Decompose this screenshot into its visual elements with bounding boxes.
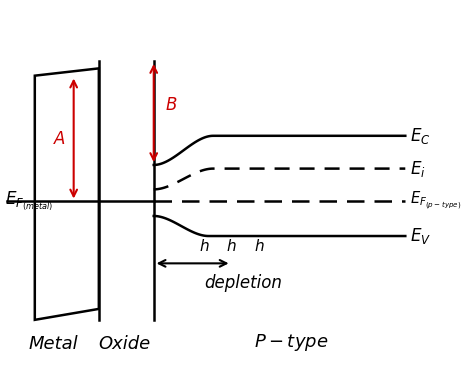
Text: $E_{F_{(metal)}}$: $E_{F_{(metal)}}$ [5,190,54,213]
Text: B: B [165,96,176,114]
Text: Metal: Metal [28,334,78,353]
Text: $E_V$: $E_V$ [410,226,431,246]
Text: depletion: depletion [204,274,282,292]
Text: $P - type$: $P - type$ [254,332,328,353]
Text: h: h [199,239,209,255]
Text: Oxide: Oxide [98,334,150,353]
Text: h: h [254,239,264,255]
Text: $E_C$: $E_C$ [410,126,430,146]
Text: h: h [227,239,237,255]
Text: $E_i$: $E_i$ [410,159,426,179]
Text: A: A [54,131,65,148]
Text: $E_{F_{(p-type)}}$: $E_{F_{(p-type)}}$ [410,190,461,212]
